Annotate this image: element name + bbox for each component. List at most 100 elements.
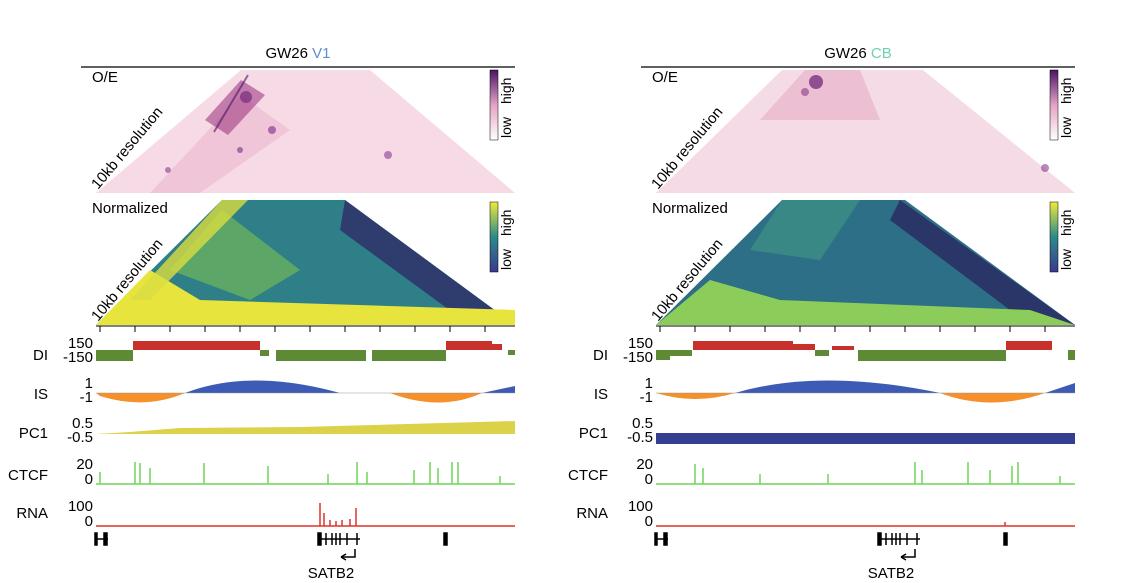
di-bar-neg [1068,350,1075,360]
oe-heatmap [96,70,515,193]
oe-heatmap [656,70,1075,193]
oe-label: O/E [652,69,678,86]
norm-dark-region [340,200,515,325]
pc1-area [656,433,1075,444]
norm-legend-high: high [498,210,514,236]
is-negative-area [656,393,735,399]
di-bar-neg [260,350,269,356]
ctcf-bottom: 0 [645,471,653,488]
title-region: CB [871,45,892,62]
oe-triangle-shade [760,70,880,120]
ctcf-signal [96,462,515,485]
panel-cb: GW26 CB O/E 10kb resolution high low Nor… [568,45,1075,582]
tss-arrow [901,549,916,558]
ctcf-top: 20 [636,456,653,473]
ctcf-label: CTCF [568,467,608,484]
di-bar-pos [693,341,793,350]
di-bar-neg [815,350,829,356]
di-bar-pos [492,344,502,350]
rna-label: RNA [16,505,48,522]
oe-legend-high: high [498,78,514,104]
di-top: 150 [68,335,93,352]
norm-legend-low: low [498,248,514,270]
di-bar-pos [133,341,260,350]
position-ruler [96,325,515,332]
rna-top: 100 [68,498,93,515]
di-bar-neg [372,350,446,361]
rna-bottom: 0 [85,513,93,530]
di-bar-neg [276,350,366,361]
is-positive-area [1045,383,1075,393]
norm-green-edge [656,280,1075,325]
di-label: DI [33,347,48,364]
di-bar-pos [1006,341,1052,350]
di-bar-neg [670,350,692,356]
is-negative-area [940,393,1045,403]
pc1-bottom: -0.5 [627,429,653,446]
position-ruler [656,325,1075,332]
oe-hotspot [268,126,276,134]
is-positive-area [735,380,940,393]
di-label: DI [593,347,608,364]
oe-triangle-fill [96,70,515,193]
di-bar-neg [508,350,515,355]
rna-bottom: 0 [645,513,653,530]
is-top: 1 [85,375,93,392]
pc1-area [96,421,515,434]
oe-hotspot [1041,164,1049,172]
norm-colorbar [1049,201,1059,273]
ctcf-signal [656,462,1075,485]
is-top: 1 [645,375,653,392]
di-bottom: -150 [63,349,93,366]
oe-hotspot [809,75,823,89]
oe-legend-high: high [1058,78,1074,104]
oe-diagonal [213,74,249,133]
di-bar-neg [858,350,1006,361]
oe-legend-low: low [498,116,514,138]
oe-colorbar [1049,69,1059,141]
gene-label: SATB2 [868,565,914,582]
pc1-bottom: -0.5 [67,429,93,446]
gene-label: SATB2 [308,565,354,582]
is-label: IS [594,386,608,403]
title-prefix: GW26 [265,45,308,62]
di-bars [96,341,515,361]
tss-arrowhead [340,553,347,561]
di-bars [656,341,1075,361]
norm-mid-region [750,200,860,260]
is-negative-area [390,393,482,403]
norm-legend-high: high [1058,210,1074,236]
panel-v1: GW26 V1 O/E 10kb resolution high low [8,45,515,582]
norm-label: Normalized [92,200,168,217]
di-bar-pos [446,341,492,350]
oe-label: O/E [92,69,118,86]
rna-top: 100 [628,498,653,515]
norm-label: Normalized [652,200,728,217]
norm-yellow-edge [96,270,515,325]
pc1-label: PC1 [579,425,608,442]
di-bar-pos [793,344,815,350]
norm-dark-region [890,200,1075,325]
pc1-top: 0.5 [632,415,653,432]
panel-title: GW26 V1 [265,45,330,62]
norm-heatmap [656,200,1075,325]
oe-triangle-shade [150,95,290,193]
is-bottom: -1 [640,389,653,406]
norm-heatmap [96,200,515,325]
is-negative-area [96,393,185,403]
panel-title: GW26 CB [824,45,892,62]
oe-colorbar [489,69,499,141]
gene-track [654,532,1008,561]
title-prefix: GW26 [824,45,867,62]
is-positive-area [482,386,515,393]
ctcf-label: CTCF [8,467,48,484]
norm-colorbar [489,201,499,273]
rna-signal [96,503,515,527]
norm-triangle-fill [656,200,1075,325]
is-positive-area [185,380,340,393]
oe-legend-low: low [1058,116,1074,138]
rna-signal [656,522,1075,527]
is-label: IS [34,386,48,403]
di-bar-pos [832,346,854,350]
